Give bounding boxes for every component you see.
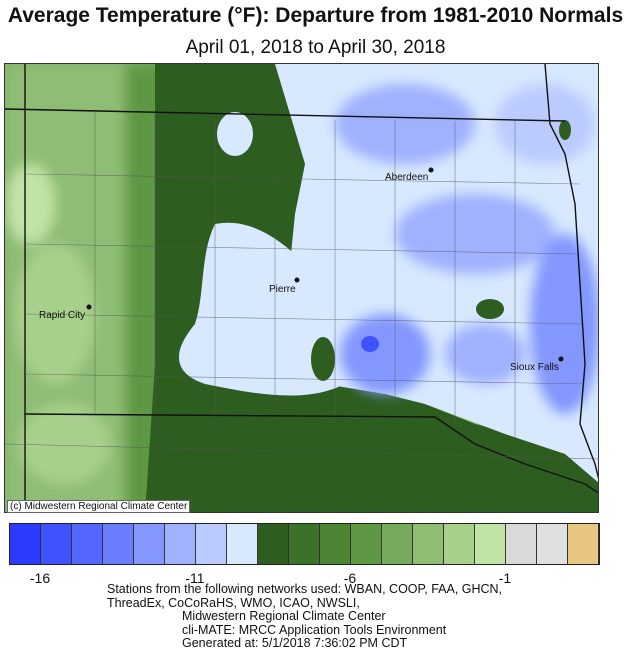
legend-swatch: [103, 524, 134, 564]
legend-swatch: [258, 524, 289, 564]
notes-line-2: ThreadEx, CoCoRaHS, WMO, ICAO, NWSLI,: [107, 595, 360, 610]
legend-swatch: [41, 524, 72, 564]
green-island-center: [311, 337, 335, 381]
dark-green-zone: [145, 64, 598, 512]
notes-line-4: cli-MATE: MRCC Application Tools Environ…: [182, 622, 447, 637]
legend-swatch: [72, 524, 103, 564]
legend-swatch: [506, 524, 537, 564]
legend-swatch: [289, 524, 320, 564]
map-svg: Aberdeen Pierre Rapid City Sioux Falls: [5, 64, 598, 512]
legend-swatch: [134, 524, 165, 564]
color-legend: [9, 523, 600, 565]
legend-tick-label: -6: [343, 570, 357, 586]
map-title: Average Temperature (°F): Departure from…: [7, 4, 624, 27]
legend-swatch: [196, 524, 227, 564]
legend-swatch: [165, 524, 196, 564]
legend-swatch: [537, 524, 568, 564]
temperature-departure-map: Aberdeen Pierre Rapid City Sioux Falls: [4, 63, 599, 513]
legend-swatch: [320, 524, 351, 564]
data-source-notes: Stations from the following networks use…: [107, 582, 503, 651]
city-label-aberdeen: Aberdeen: [385, 172, 428, 183]
city-label-sioux-falls: Sioux Falls: [510, 362, 559, 373]
city-aberdeen: Aberdeen: [385, 167, 434, 183]
legend-swatch: [413, 524, 444, 564]
legend-swatch: [568, 524, 599, 564]
copyright-label: (c) Midwestern Regional Climate Center: [7, 500, 191, 513]
legend-swatch: [10, 524, 41, 564]
legend-swatch: [444, 524, 475, 564]
city-pierre: Pierre: [269, 277, 300, 295]
notes-line-1: Stations from the following networks use…: [107, 582, 503, 596]
date-range-subtitle: April 01, 2018 to April 30, 2018: [185, 37, 446, 58]
county-lines: [5, 109, 598, 460]
legend-tick-label: -11: [185, 570, 205, 586]
state-borders: [5, 64, 598, 512]
coldest-spot: [361, 336, 379, 352]
legend-swatch: [351, 524, 382, 564]
city-label-rapid-city: Rapid City: [39, 310, 85, 321]
city-sioux-falls: Sioux Falls: [510, 356, 564, 373]
notes-line-3: Midwestern Regional Climate Center: [182, 609, 386, 623]
legend-swatch: [382, 524, 413, 564]
north-light-blue-island: [217, 112, 253, 156]
city-rapid-city: Rapid City: [39, 304, 92, 321]
legend-swatch: [475, 524, 506, 564]
green-island-northeast: [559, 120, 571, 140]
green-island-east: [476, 299, 504, 319]
legend-tick-label: -1: [498, 570, 512, 586]
legend-tick-label: -16: [29, 570, 51, 586]
notes-line-5: Generated at: 5/1/2018 7:36:02 PM CDT: [182, 636, 408, 650]
city-label-pierre: Pierre: [269, 284, 296, 295]
legend-swatch: [227, 524, 258, 564]
